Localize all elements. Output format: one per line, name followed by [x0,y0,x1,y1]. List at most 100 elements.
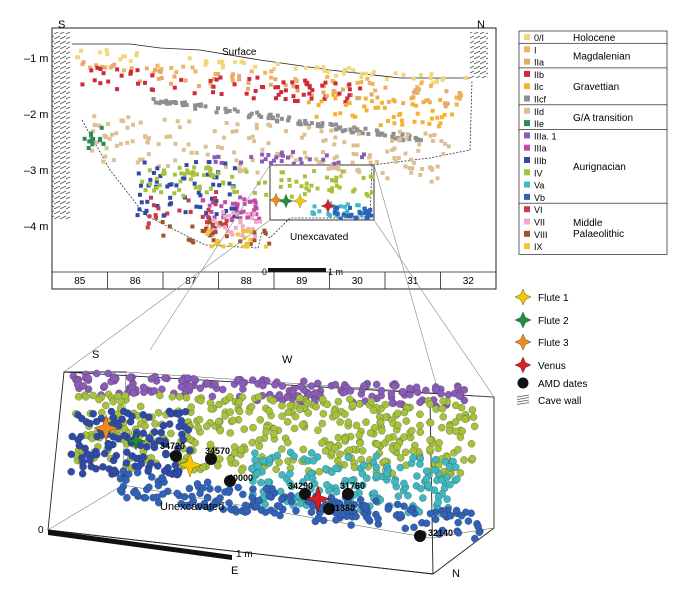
profile-find-dot [306,100,311,105]
surface-line [72,43,470,79]
cave-wall-left [52,32,70,220]
profile-find-dot [161,233,166,238]
profile-find-dot [158,70,163,75]
block-find-sphere [262,428,270,436]
block-find-sphere [410,523,418,532]
profile-find-dot [167,202,172,207]
profile-find-dot [310,88,315,93]
date-label-40000: 40000 [228,473,253,483]
profile-find-dot [351,68,356,73]
unexcavated-label: Unexcavated [290,232,348,243]
profile-find-dot [374,128,379,133]
profile-find-dot [279,178,284,183]
profile-find-dot [382,105,387,110]
profile-find-dot [234,158,239,163]
profile-find-dot [148,177,153,182]
profile-find-dot [89,68,94,73]
profile-find-dot [239,160,244,165]
block-find-sphere [182,393,191,402]
profile-find-dot [338,111,343,116]
profile-find-dot [373,105,378,110]
block-find-sphere [468,406,477,414]
block-find-sphere [141,422,149,430]
block-find-sphere [136,402,145,411]
profile-find-dot [275,151,280,156]
profile-find-dot [118,57,123,62]
block-find-sphere [323,481,331,489]
profile-find-dot [245,244,250,249]
profile-find-dot [223,164,228,169]
profile-find-dot [258,219,263,224]
block-find-sphere [347,521,355,529]
legend-symbol-label: AMD dates [538,379,587,390]
profile-find-dot [370,81,375,86]
legend-layer-code: IId [534,107,544,117]
profile-find-dot [260,152,265,157]
profile-find-dot [137,207,142,212]
profile-find-dot [129,69,134,74]
profile-find-dot [332,161,337,166]
profile-find-dot [161,213,166,218]
profile-find-dot [229,206,234,211]
profile-find-dot [463,76,468,81]
profile-find-dot [167,182,172,187]
block-find-sphere [412,383,421,392]
profile-find-dot [213,159,218,164]
block-find-sphere [319,395,327,403]
block-find-sphere [144,467,152,475]
profile-find-dot [252,208,257,213]
profile-find-dot [217,60,222,65]
profile-find-dot [289,154,294,159]
block-find-sphere [336,418,344,426]
profile-find-dot [320,121,325,126]
block-find-sphere [341,410,349,418]
profile-find-dot [336,126,341,131]
profile-find-dot [94,63,99,68]
block-find-sphere [454,529,463,537]
profile-find-dot [332,142,337,147]
profile-find-dot [90,148,95,153]
profile-find-dot [378,123,383,128]
block-find-sphere [456,469,465,477]
profile-find-dot [137,79,142,84]
block-corner-w: W [282,354,293,366]
profile-find-dot [195,172,200,177]
profile-find-dot [203,104,208,109]
block-find-sphere [87,462,96,471]
profile-find-dot [291,161,296,166]
block-find-sphere [358,481,367,489]
block-find-sphere [443,495,451,503]
profile-find-dot [168,195,173,200]
profile-find-dot [290,80,295,85]
profile-find-dot [310,211,315,216]
profile-find-dot [401,101,406,106]
profile-find-dot [417,142,422,147]
profile-find-dot [216,224,221,229]
profile-find-dot [312,169,317,174]
profile-find-dot [347,87,352,92]
profile-find-dot [145,139,150,144]
block-find-sphere [319,516,328,525]
depth-label-3: –3 m [24,165,48,177]
profile-find-dot [350,113,355,118]
profile-find-dot [375,95,380,100]
profile-find-dot [291,84,296,89]
block-find-sphere [376,418,385,427]
profile-find-dot [341,69,346,74]
profile-find-dot [97,123,102,128]
profile-find-dot [322,68,327,73]
profile-find-dot [151,97,156,102]
block-find-sphere [396,454,405,462]
profile-find-dot [232,189,237,194]
profile-find-dot [245,86,250,91]
block-find-sphere [215,400,223,409]
grid-row: 85 86 87 88 89 30 31 32 [52,271,496,289]
profile-find-dot [361,152,366,157]
profile-find-dot [207,203,212,208]
profile-find-dot [183,78,188,83]
block-find-sphere [440,510,448,519]
profile-find-dot [399,118,404,123]
legend-group-label: Magdalenian [573,51,630,62]
profile-find-dot [204,226,209,231]
block-find-sphere [150,428,159,436]
